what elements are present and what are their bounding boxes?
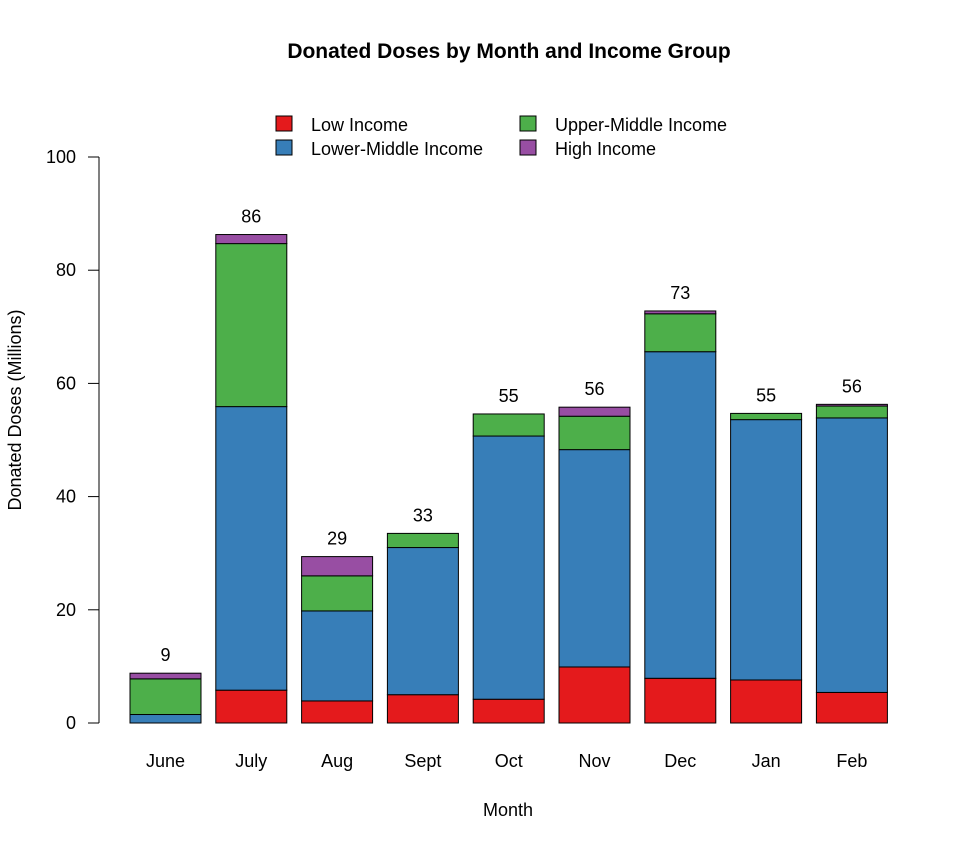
y-tick-label: 60 — [56, 373, 76, 393]
bar-oct-upper-middle-income — [472, 413, 545, 437]
bar-july-lower-middle-income — [215, 406, 288, 691]
bar-july-high-income — [215, 234, 288, 245]
y-tick-label: 100 — [46, 147, 76, 167]
bar-dec-high-income — [644, 310, 717, 315]
bar-feb-low-income — [815, 691, 888, 724]
y-tick-label: 20 — [56, 600, 76, 620]
legend-swatch-lower-middle-income — [275, 139, 293, 156]
legend-swatch-upper-middle-income — [519, 115, 537, 132]
x-axis-labels: June July Aug Sept Oct Nov Dec Jan Feb — [146, 751, 867, 771]
bar-aug-high-income — [301, 556, 374, 577]
bar-july-upper-middle-income — [215, 243, 288, 408]
bar-dec-lower-middle-income — [644, 351, 717, 679]
x-tick-label-oct: Oct — [495, 751, 523, 771]
x-tick-label-nov: Nov — [578, 751, 610, 771]
y-axis-title: Donated Doses (Millions) — [5, 309, 25, 510]
x-tick-label-jan: Jan — [752, 751, 781, 771]
bar-sept-lower-middle-income — [386, 547, 459, 696]
x-tick-label-aug: Aug — [321, 751, 353, 771]
legend-swatch-low-income — [275, 115, 293, 132]
bar-feb-lower-middle-income — [815, 417, 888, 693]
bar-aug-lower-middle-income — [301, 610, 374, 702]
bar-nov-lower-middle-income — [558, 449, 631, 668]
bar-jan-lower-middle-income — [730, 419, 803, 681]
x-tick-label-sept: Sept — [404, 751, 441, 771]
bar-june-lower-middle-income — [129, 714, 202, 724]
total-label-june: 9 — [160, 645, 170, 665]
bar-aug-low-income — [301, 700, 374, 724]
bar-sept-upper-middle-income — [386, 532, 459, 549]
bar-oct-lower-middle-income — [472, 435, 545, 700]
bar-oct-low-income — [472, 698, 545, 724]
bar-july-low-income — [215, 689, 288, 724]
chart-title: Donated Doses by Month and Income Group — [287, 40, 730, 63]
bar-feb-upper-middle-income — [815, 405, 888, 419]
total-label-sept: 33 — [413, 505, 433, 525]
bar-feb-high-income — [815, 403, 888, 407]
legend-label-high-income: High Income — [555, 139, 656, 159]
total-label-aug: 29 — [327, 529, 347, 549]
x-tick-label-dec: Dec — [664, 751, 696, 771]
bar-sept-low-income — [386, 694, 459, 724]
x-tick-label-feb: Feb — [836, 751, 867, 771]
x-tick-label-july: July — [235, 751, 267, 771]
bar-nov-upper-middle-income — [558, 415, 631, 451]
legend-swatch-high-income — [519, 139, 537, 156]
bar-nov-high-income — [558, 406, 631, 417]
total-label-oct: 55 — [499, 386, 519, 406]
total-label-dec: 73 — [670, 283, 690, 303]
y-axis: 0 20 40 60 80 100 — [46, 147, 100, 733]
bar-jan-low-income — [730, 679, 803, 724]
bar-june-high-income — [129, 672, 202, 680]
bar-aug-upper-middle-income — [301, 575, 374, 612]
y-tick-label: 0 — [66, 713, 76, 733]
legend: Low Income Lower-Middle Income Upper-Mid… — [275, 115, 727, 159]
y-tick-label: 40 — [56, 487, 76, 507]
total-label-july: 86 — [241, 207, 261, 227]
x-axis-title: Month — [483, 800, 533, 820]
bar-dec-low-income — [644, 677, 717, 724]
bar-jan-upper-middle-income — [730, 412, 803, 421]
bar-dec-upper-middle-income — [644, 313, 717, 353]
total-label-jan: 55 — [756, 385, 776, 405]
legend-label-upper-middle-income: Upper-Middle Income — [555, 115, 727, 135]
bar-june-upper-middle-income — [129, 678, 202, 716]
total-label-nov: 56 — [584, 379, 604, 399]
bar-nov-low-income — [558, 666, 631, 724]
total-labels: 9 86 29 33 55 56 73 55 56 — [160, 207, 861, 666]
y-tick-label: 80 — [56, 260, 76, 280]
bars — [129, 234, 888, 724]
x-tick-label-june: June — [146, 751, 185, 771]
total-label-feb: 56 — [842, 376, 862, 396]
legend-label-lower-middle-income: Lower-Middle Income — [311, 139, 483, 159]
legend-label-low-income: Low Income — [311, 115, 408, 135]
